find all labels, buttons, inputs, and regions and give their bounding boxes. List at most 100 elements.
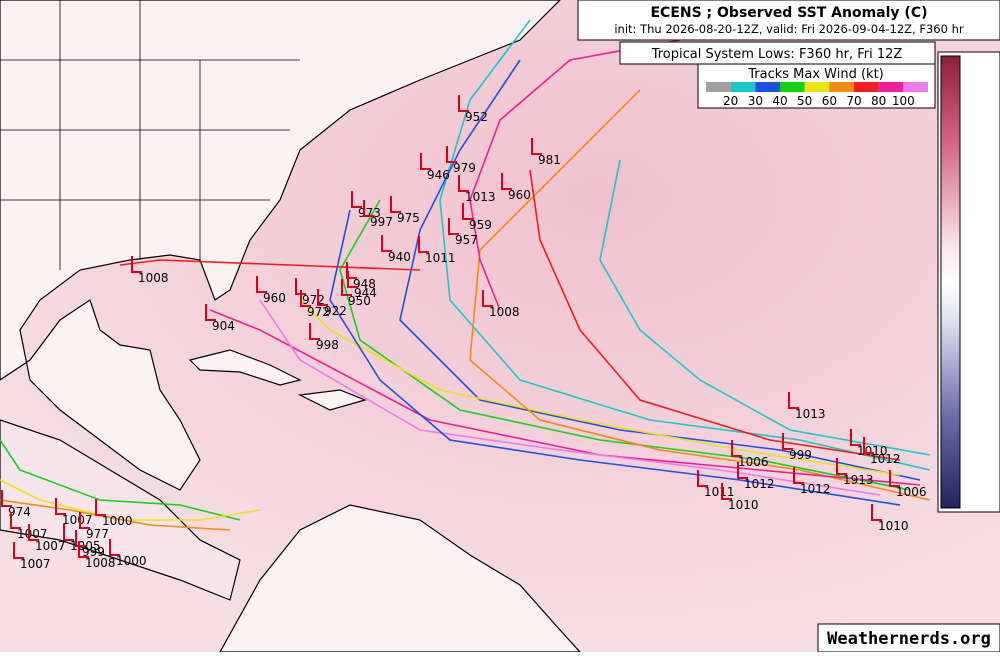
wind-tick-label: 100 [892, 94, 915, 108]
low-pressure: 1010 [728, 498, 759, 512]
low-marker [458, 175, 469, 192]
low-marker [418, 236, 429, 253]
low-pressure: 1006 [896, 485, 927, 499]
track [119, 259, 421, 271]
low-pressure: 974 [8, 505, 31, 519]
low-pressure: 1013 [795, 407, 826, 421]
low-marker [697, 470, 708, 487]
wind-tick-label: 20 [723, 94, 738, 108]
low-pressure: 997 [370, 215, 393, 229]
low-marker [731, 440, 742, 457]
colorbar [940, 55, 961, 509]
low-pressure: 1007 [20, 557, 51, 571]
low-marker [381, 235, 392, 252]
wind-swatch [878, 82, 904, 92]
track [339, 199, 911, 491]
low-pressure: 1011 [425, 251, 456, 265]
low-marker [462, 203, 473, 220]
storm-tracks [0, 19, 931, 531]
low-marker [78, 541, 89, 558]
low-pressure: 960 [263, 291, 286, 305]
low-marker [721, 483, 732, 500]
low-marker [131, 256, 142, 273]
low-pressure: 1012 [870, 452, 901, 466]
low-pressure: 1012 [800, 482, 831, 496]
low-marker [300, 290, 311, 307]
track [529, 169, 901, 461]
low-marker [95, 499, 106, 516]
subtitle: init: Thu 2026-08-20-12Z, valid: Fri 202… [614, 22, 964, 36]
wind-swatch [780, 82, 805, 92]
low-pressure: 1007 [35, 539, 66, 553]
low-pressure: 944 [354, 286, 377, 300]
low-marker [836, 458, 847, 475]
low-marker [390, 196, 401, 213]
low-marker [863, 437, 874, 454]
low-marker [347, 271, 358, 288]
state-lines [0, 0, 300, 270]
low-marker [28, 524, 39, 541]
low-marker [501, 173, 512, 190]
low-pressure: 952 [465, 110, 488, 124]
low-pressure: 1007 [17, 527, 48, 541]
low-marker [79, 512, 90, 529]
wind-swatch [854, 82, 879, 92]
track [329, 209, 901, 506]
watermark: Weathernerds.org [827, 629, 991, 649]
south-america [218, 504, 582, 653]
low-pressure: 972 [302, 293, 325, 307]
low-marker [256, 276, 267, 293]
low-pressure: 977 [86, 527, 109, 541]
low-pressure: 1013 [465, 190, 496, 204]
low-marker [109, 539, 120, 556]
low-pressure: 999 [82, 545, 105, 559]
cuba [188, 349, 302, 386]
wind-swatch [903, 82, 928, 92]
low-pressure: 1000 [116, 554, 147, 568]
lows-legend-title: Tropical System Lows: F360 hr, Fri 12Z [651, 47, 903, 62]
low-pressure: 998 [316, 338, 339, 352]
hispaniola [297, 389, 367, 411]
low-pressure: 957 [455, 233, 478, 247]
low-marker [205, 304, 216, 321]
wind-swatch [804, 82, 830, 92]
low-pressure: 960 [508, 188, 531, 202]
low-marker [55, 498, 66, 515]
title: ECENS ; Observed SST Anomaly (C) [650, 5, 927, 21]
low-pressure: 1008 [138, 271, 169, 285]
low-marker [10, 512, 21, 529]
low-pressure: 1007 [62, 513, 93, 527]
track [599, 159, 931, 456]
wind-tick-label: 40 [772, 94, 787, 108]
low-marker [793, 467, 804, 484]
low-marker [295, 278, 306, 295]
low-marker [871, 504, 882, 521]
wind-legend-title: Tracks Max Wind (kt) [747, 67, 884, 82]
watermark-box [817, 623, 1000, 653]
wind-swatch [730, 82, 756, 92]
low-marker [850, 429, 861, 446]
low-marker [13, 542, 24, 559]
low-pressure: 999 [789, 448, 812, 462]
low-pressure: 1008 [85, 556, 116, 570]
track [399, 59, 921, 481]
track [0, 499, 231, 531]
low-marker [531, 138, 542, 155]
low-pressure: 979 [453, 161, 476, 175]
low-pressure: 975 [397, 211, 420, 225]
track [469, 89, 931, 501]
wind-swatch [706, 82, 731, 92]
low-pressure: 1012 [744, 477, 775, 491]
wind-tick-label: 30 [748, 94, 763, 108]
track [259, 299, 881, 496]
wind-scale: 20 30 40 50 60 70 80 100 [706, 82, 928, 108]
track [439, 19, 931, 471]
low-pressure: 972 [307, 305, 330, 319]
title-box [577, 0, 1000, 41]
low-marker [446, 146, 457, 163]
low-marker [420, 153, 431, 170]
low-pressure: 1913 [843, 473, 874, 487]
central-america [0, 419, 241, 601]
